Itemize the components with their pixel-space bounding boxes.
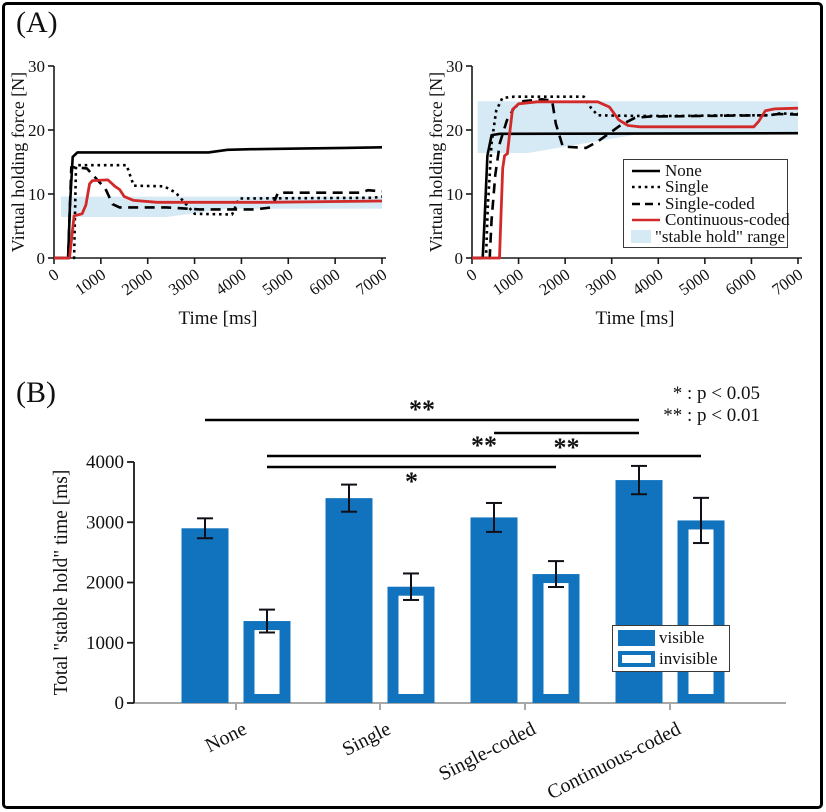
force-chart-legend: None Single Single-coded Continuous-code… [623,159,790,248]
filled-bar-icon [618,630,655,647]
bar-single-coded-visible [470,517,518,703]
outlined-bar-icon [618,650,655,667]
legend-row-stable-hold-range: "stable hold" range [631,226,785,246]
left-force-chart-x-tick-label: 2000 [118,265,156,299]
left-force-chart-x-tick-label: 0 [45,265,63,285]
legend-label-continuous-coded: Continuous-coded [665,210,790,229]
significance-stars-4: * [405,467,418,496]
left-force-chart-y-tick-label: 0 [37,249,46,268]
left-force-chart-y-tick-label: 20 [28,121,45,140]
bar-chart-category-label-none: None [202,718,251,757]
bar-none-invisible-inner [254,630,280,694]
bar-single-visible [325,498,373,703]
dotted-line-icon [632,185,660,189]
left-force-chart-x-axis-title: Time [ms] [178,308,257,329]
red-line-icon [632,218,660,222]
panel-a-label: (A) [16,6,58,39]
right-force-chart-y-tick-label: 10 [446,185,463,204]
bar-chart-y-tick-label: 0 [115,693,125,714]
left-force-chart-x-tick-label: 3000 [165,265,203,299]
right-force-chart-series-continuous-coded [472,100,799,260]
left-force-chart-x-tick-label: 7000 [352,265,390,299]
left-force-chart-x-tick-label: 1000 [71,265,109,299]
legend-row-continuous-coded: Continuous-coded [631,211,790,228]
left-force-chart-x-tick-label: 4000 [212,265,250,299]
left-force-chart-y-axis-title: Virtual holding force [N] [8,72,28,252]
significance-key-p05: * : p < 0.05 [672,383,760,404]
legend-label-single: Single [665,177,709,196]
right-force-chart-series-single-coded [472,98,799,260]
legend-row-visible: visible [618,628,729,648]
right-force-chart-x-tick-label: 1000 [489,265,527,299]
legend-label-single-coded: Single-coded [665,193,755,213]
right-force-chart-x-tick-label: 3000 [582,265,620,299]
right-force-chart-y-tick-label: 30 [446,57,463,76]
solid-line-icon [632,169,660,172]
significance-stars-2: ** [554,433,580,462]
left-force-chart-series-continuous-coded [54,178,383,260]
stable-hold-band-icon [631,230,651,243]
left-force-chart-x-tick-label: 5000 [259,265,297,299]
significance-stars-3: ** [471,431,497,460]
right-force-chart-x-tick-label: 5000 [675,265,713,299]
right-force-chart-y-axis-title: Virtual holding force [N] [426,72,446,252]
bar-single-invisible-inner [398,595,424,694]
legend-row-single: Single [631,177,785,196]
dashed-line-icon [632,202,660,205]
left-force-chart-series-single [54,163,383,260]
legend-row-invisible: invisible [618,648,729,668]
right-force-chart-y-tick-label: 0 [455,249,464,268]
bar-single-coded-invisible-inner [543,583,569,694]
right-force-chart-x-tick-label: 4000 [629,265,667,299]
right-force-chart-y-tick-label: 20 [446,121,463,140]
right-force-chart-x-tick-label: 2000 [536,265,574,299]
significance-stars-1: ** [409,395,435,424]
bar-none-visible [181,528,229,703]
bar-chart-category-label-continuous-coded: Continuous-coded [544,718,685,804]
legend-label-visible: visible [659,628,705,648]
significance-key-p01: ** : p < 0.01 [663,404,760,426]
bar-chart-y-tick-label: 1000 [86,633,124,654]
legend-row-none: None [631,160,785,180]
legend-label-stable-hold-range: "stable hold" range [654,226,785,246]
bar-chart-y-tick-label: 4000 [86,452,124,473]
panel-b-label: (B) [16,376,56,409]
left-force-chart-series-single-coded [54,165,383,260]
bar-chart-y-tick-label: 2000 [86,573,124,594]
significance-key: * : p < 0.05 ** : p < 0.01 [545,383,760,426]
bar-chart-category-label-single: Single [339,718,395,761]
right-force-chart-x-axis-title: Time [ms] [595,308,674,329]
bar-chart-category-label-single-coded: Single-coded [435,718,539,786]
bar-chart-y-axis-title: Total "stable hold" time [ms] [51,470,72,696]
legend-row-single-coded: Single-coded [631,193,785,213]
left-force-chart-series-none [54,146,383,260]
left-force-chart-y-tick-label: 30 [28,57,45,76]
legend-label-invisible: invisible [659,648,718,668]
left-force-chart-x-tick-label: 6000 [306,265,344,299]
right-force-chart-x-tick-label: 7000 [768,265,806,299]
legend-label-none: None [665,160,702,180]
right-force-chart-x-tick-label: 6000 [722,265,760,299]
left-force-chart-y-tick-label: 10 [28,185,45,204]
right-force-chart-x-tick-label: 0 [463,265,481,285]
bar-chart-legend: visible invisible [612,625,730,672]
bar-chart-y-tick-label: 3000 [86,512,124,533]
